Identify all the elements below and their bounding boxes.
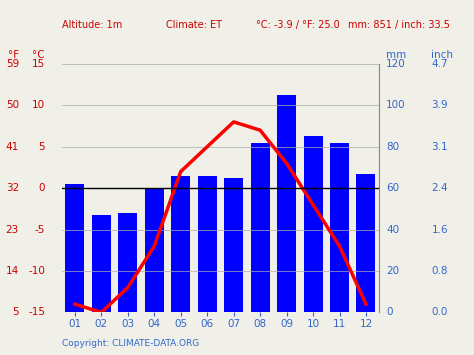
Text: 2.4: 2.4: [431, 183, 448, 193]
Text: 0.8: 0.8: [431, 266, 448, 276]
Text: Climate: ET: Climate: ET: [166, 20, 222, 30]
Text: 0: 0: [38, 183, 45, 193]
Text: 10: 10: [32, 100, 45, 110]
Bar: [303, 136, 323, 312]
Text: -15: -15: [28, 307, 45, 317]
Bar: [118, 213, 137, 312]
Text: 41: 41: [6, 142, 19, 152]
Text: Altitude: 1m: Altitude: 1m: [62, 20, 122, 30]
Bar: [330, 143, 349, 312]
Text: 40: 40: [386, 225, 400, 235]
Text: 3.9: 3.9: [431, 100, 448, 110]
Text: °C: °C: [32, 50, 45, 60]
Bar: [198, 176, 217, 312]
Text: 4.7: 4.7: [431, 59, 448, 69]
Text: 15: 15: [32, 59, 45, 69]
Text: °F: °F: [8, 50, 19, 60]
Text: 50: 50: [6, 100, 19, 110]
Bar: [65, 184, 84, 312]
Text: Copyright: CLIMATE-DATA.ORG: Copyright: CLIMATE-DATA.ORG: [62, 339, 199, 348]
Text: 23: 23: [6, 225, 19, 235]
Text: 3.1: 3.1: [431, 142, 448, 152]
Text: inch: inch: [431, 50, 453, 60]
Text: 14: 14: [6, 266, 19, 276]
Bar: [277, 95, 296, 312]
Bar: [145, 188, 164, 312]
Text: 0: 0: [386, 307, 393, 317]
Bar: [224, 178, 243, 312]
Text: 1.6: 1.6: [431, 225, 448, 235]
Text: 100: 100: [386, 100, 406, 110]
Bar: [356, 174, 375, 312]
Bar: [251, 143, 270, 312]
Text: -5: -5: [35, 225, 45, 235]
Text: 32: 32: [6, 183, 19, 193]
Text: mm: mm: [386, 50, 407, 60]
Text: 5: 5: [12, 307, 19, 317]
Text: 20: 20: [386, 266, 400, 276]
Text: °C: -3.9 / °F: 25.0: °C: -3.9 / °F: 25.0: [256, 20, 340, 30]
Text: 0.0: 0.0: [431, 307, 448, 317]
Bar: [92, 215, 111, 312]
Text: mm: 851 / inch: 33.5: mm: 851 / inch: 33.5: [348, 20, 450, 30]
Text: 120: 120: [386, 59, 406, 69]
Text: 60: 60: [386, 183, 400, 193]
Text: 80: 80: [386, 142, 400, 152]
Text: -10: -10: [28, 266, 45, 276]
Text: 59: 59: [6, 59, 19, 69]
Text: 5: 5: [38, 142, 45, 152]
Bar: [171, 176, 190, 312]
